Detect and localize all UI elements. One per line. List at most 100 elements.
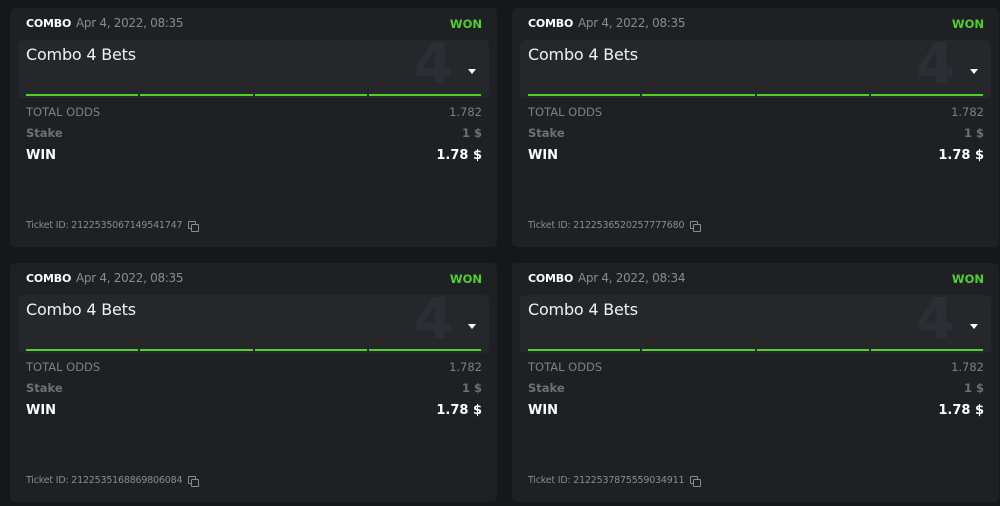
selection-bar <box>870 94 983 96</box>
ticket-id: Ticket ID: 2122536520257777680 <box>528 220 702 232</box>
bet-type: COMBO <box>26 17 72 30</box>
win-label: WIN <box>528 403 559 418</box>
status-badge: WON <box>449 272 482 286</box>
win-row: WIN 1.78 $ <box>26 148 482 163</box>
stake-value: 1 $ <box>461 381 482 395</box>
combo-details-toggle[interactable]: Combo 4 Bets 4 <box>18 40 489 98</box>
selection-bar <box>642 349 755 351</box>
combo-title: Combo 4 Bets <box>528 45 638 64</box>
selection-count: 4 <box>414 295 453 352</box>
status-badge: WON <box>951 17 984 31</box>
selection-bar <box>528 94 641 96</box>
bet-date: Apr 4, 2022, 08:35 <box>76 271 184 285</box>
win-row: WIN 1.78 $ <box>528 403 984 418</box>
stake-label: Stake <box>26 381 63 395</box>
bet-date: Apr 4, 2022, 08:35 <box>578 16 686 30</box>
selection-count: 4 <box>916 40 955 97</box>
stake-row: Stake 1 $ <box>528 381 984 395</box>
ticket-id: Ticket ID: 2122537875559034911 <box>528 475 702 487</box>
selection-bar <box>254 94 367 96</box>
ticket-id-text: Ticket ID: 2122535168869806084 <box>26 475 183 486</box>
win-label: WIN <box>26 148 57 163</box>
bet-ticket-card: COMBO Apr 4, 2022, 08:35 WON Combo 4 Bet… <box>10 8 497 247</box>
chevron-down-icon[interactable] <box>970 69 978 74</box>
win-value: 1.78 $ <box>938 403 984 418</box>
selection-bar <box>756 94 869 96</box>
stake-label: Stake <box>528 381 565 395</box>
bet-ticket-card: COMBO Apr 4, 2022, 08:35 WON Combo 4 Bet… <box>512 8 999 247</box>
bet-ticket-card: COMBO Apr 4, 2022, 08:34 WON Combo 4 Bet… <box>512 263 999 502</box>
win-value: 1.78 $ <box>436 148 482 163</box>
selection-count: 4 <box>916 295 955 352</box>
selection-progress <box>26 349 481 351</box>
chevron-down-icon[interactable] <box>468 69 476 74</box>
win-value: 1.78 $ <box>436 403 482 418</box>
selection-bar <box>368 349 481 351</box>
stake-value: 1 $ <box>963 381 984 395</box>
copy-icon[interactable] <box>188 475 200 487</box>
selection-bar <box>26 94 139 96</box>
bet-date: Apr 4, 2022, 08:35 <box>76 16 184 30</box>
total-odds-row: TOTAL ODDS 1.782 <box>528 360 984 374</box>
combo-title: Combo 4 Bets <box>26 45 136 64</box>
stake-label: Stake <box>26 126 63 140</box>
stake-value: 1 $ <box>461 126 482 140</box>
stake-row: Stake 1 $ <box>26 381 482 395</box>
combo-title: Combo 4 Bets <box>528 300 638 319</box>
win-value: 1.78 $ <box>938 148 984 163</box>
selection-bar <box>254 349 367 351</box>
ticket-id-text: Ticket ID: 2122536520257777680 <box>528 220 685 231</box>
bet-date: Apr 4, 2022, 08:34 <box>578 271 686 285</box>
selection-bar <box>26 349 139 351</box>
bet-type: COMBO <box>26 272 72 285</box>
ticket-id-text: Ticket ID: 2122535067149541747 <box>26 220 183 231</box>
total-odds-row: TOTAL ODDS 1.782 <box>528 105 984 119</box>
status-badge: WON <box>449 17 482 31</box>
chevron-down-icon[interactable] <box>468 324 476 329</box>
selection-bar <box>140 349 253 351</box>
win-row: WIN 1.78 $ <box>528 148 984 163</box>
selection-bar <box>140 94 253 96</box>
bet-ticket-card: COMBO Apr 4, 2022, 08:35 WON Combo 4 Bet… <box>10 263 497 502</box>
combo-details-toggle[interactable]: Combo 4 Bets 4 <box>520 295 991 353</box>
combo-details-toggle[interactable]: Combo 4 Bets 4 <box>18 295 489 353</box>
total-odds-label: TOTAL ODDS <box>528 105 603 119</box>
stake-row: Stake 1 $ <box>528 126 984 140</box>
selection-bar <box>368 94 481 96</box>
ticket-id: Ticket ID: 2122535067149541747 <box>26 220 200 232</box>
total-odds-value: 1.782 <box>449 105 482 119</box>
copy-icon[interactable] <box>690 220 702 232</box>
total-odds-label: TOTAL ODDS <box>528 360 603 374</box>
total-odds-value: 1.782 <box>951 360 984 374</box>
stake-label: Stake <box>528 126 565 140</box>
combo-title: Combo 4 Bets <box>26 300 136 319</box>
selection-bar <box>870 349 983 351</box>
stake-value: 1 $ <box>963 126 984 140</box>
selection-progress <box>528 94 983 96</box>
selection-bar <box>756 349 869 351</box>
selection-progress <box>26 94 481 96</box>
ticket-id: Ticket ID: 2122535168869806084 <box>26 475 200 487</box>
bet-type: COMBO <box>528 272 574 285</box>
selection-bar <box>642 94 755 96</box>
total-odds-row: TOTAL ODDS 1.782 <box>26 105 482 119</box>
status-badge: WON <box>951 272 984 286</box>
win-label: WIN <box>26 403 57 418</box>
total-odds-label: TOTAL ODDS <box>26 360 101 374</box>
bet-type: COMBO <box>528 17 574 30</box>
ticket-id-text: Ticket ID: 2122537875559034911 <box>528 475 685 486</box>
stake-row: Stake 1 $ <box>26 126 482 140</box>
win-row: WIN 1.78 $ <box>26 403 482 418</box>
win-label: WIN <box>528 148 559 163</box>
combo-details-toggle[interactable]: Combo 4 Bets 4 <box>520 40 991 98</box>
selection-progress <box>528 349 983 351</box>
selection-count: 4 <box>414 40 453 97</box>
total-odds-value: 1.782 <box>951 105 984 119</box>
chevron-down-icon[interactable] <box>970 324 978 329</box>
selection-bar <box>528 349 641 351</box>
copy-icon[interactable] <box>690 475 702 487</box>
total-odds-value: 1.782 <box>449 360 482 374</box>
total-odds-label: TOTAL ODDS <box>26 105 101 119</box>
copy-icon[interactable] <box>188 220 200 232</box>
total-odds-row: TOTAL ODDS 1.782 <box>26 360 482 374</box>
